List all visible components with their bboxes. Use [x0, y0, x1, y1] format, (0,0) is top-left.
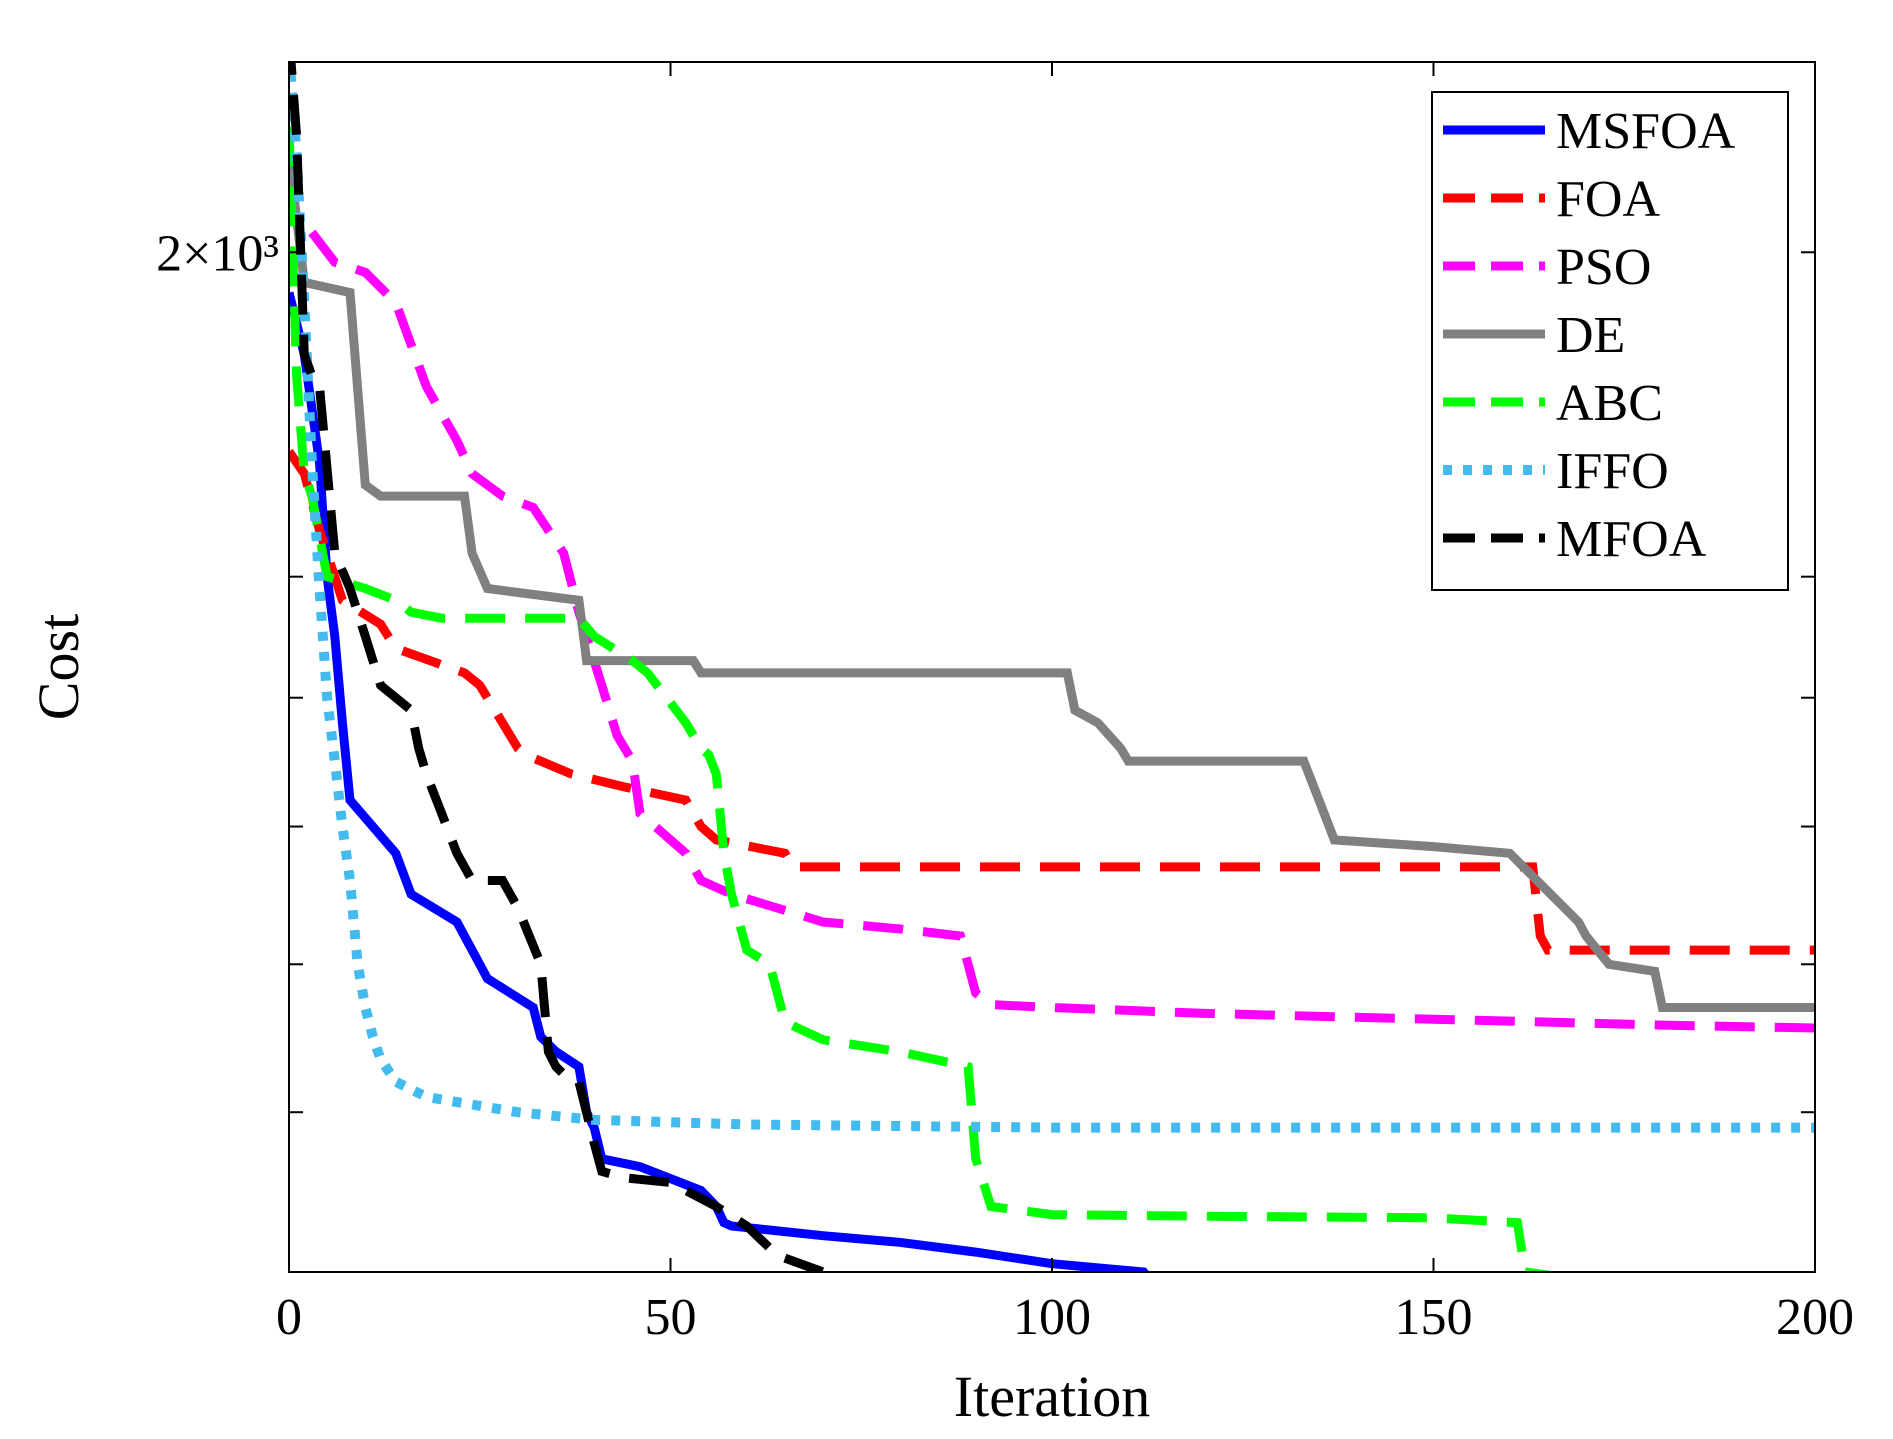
legend-label-iffo: IFFO [1556, 443, 1669, 500]
legend-label-de: DE [1556, 307, 1625, 364]
y-tick-label: 2×10³ [156, 225, 279, 282]
legend-entries: MSFOA FOA PSO DE ABC IFFO MFOA [1443, 103, 1736, 568]
x-axis-label: Iteration [954, 1364, 1150, 1429]
series-line-mfoa [289, 62, 845, 1272]
legend-label-msfoa: MSFOA [1556, 103, 1736, 160]
legend-label-mfoa: MFOA [1556, 511, 1707, 568]
x-tick-label: 200 [1776, 1289, 1854, 1346]
x-tick-label: 100 [1013, 1289, 1091, 1346]
series-line-de [289, 154, 1815, 1012]
x-tick-label: 50 [645, 1289, 697, 1346]
y-axis-label: Cost [26, 614, 91, 720]
legend-label-pso: PSO [1556, 239, 1651, 296]
series-line-foa [289, 448, 1815, 955]
series-line-pso [308, 229, 1815, 1033]
legend-label-abc: ABC [1556, 375, 1663, 432]
x-tick-label: 0 [276, 1289, 302, 1346]
series-line-msfoa [289, 291, 1150, 1272]
x-tick-label: 150 [1395, 1289, 1473, 1346]
legend-box [1431, 91, 1789, 591]
legend-label-foa: FOA [1556, 171, 1660, 228]
legend: MSFOA FOA PSO DE ABC IFFO MFOA [1431, 91, 1789, 591]
series-layer [289, 62, 1815, 1272]
series-line-abc [289, 126, 1559, 1272]
ticks-layer: 0 50 100 150 200 2×10³ [156, 62, 1854, 1346]
